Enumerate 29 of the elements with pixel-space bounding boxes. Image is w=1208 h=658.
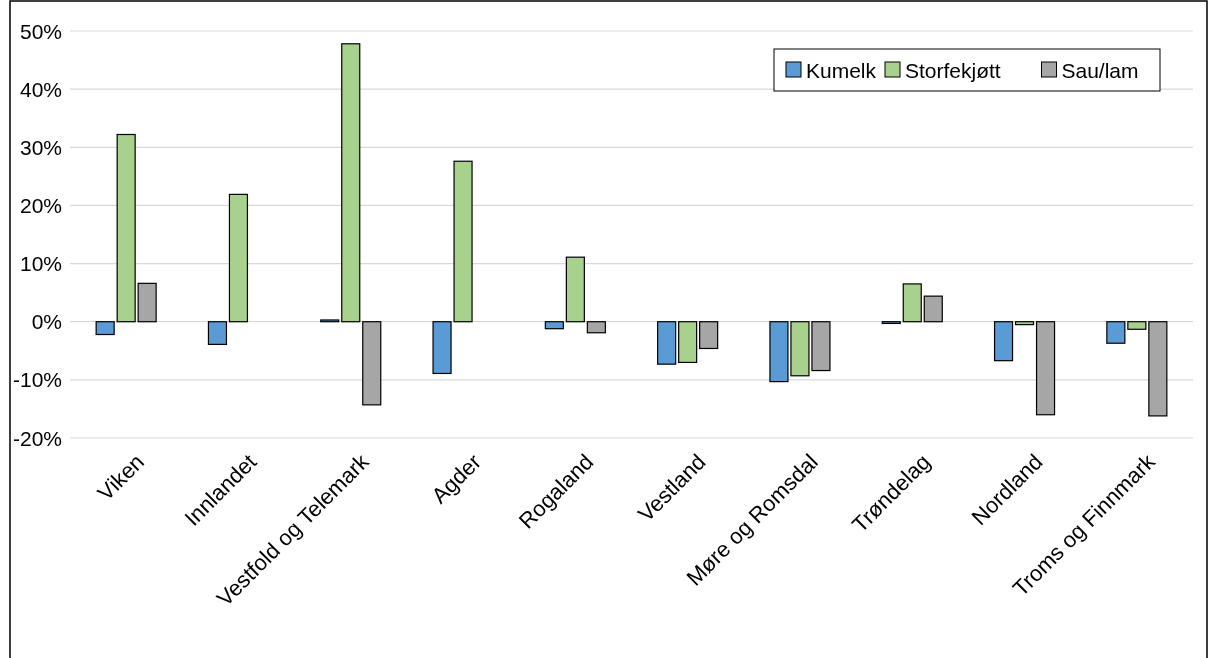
legend-label: Storfekjøtt [905, 58, 1001, 82]
y-tick-label: 50% [19, 19, 62, 43]
bar [228, 193, 249, 323]
bar [1014, 321, 1035, 326]
bar [657, 321, 677, 365]
bar [586, 321, 606, 334]
bar [137, 282, 157, 323]
y-tick-label: 20% [19, 193, 62, 217]
y-tick-label: 0% [31, 310, 62, 334]
bar [902, 283, 922, 323]
bar [1035, 321, 1056, 416]
y-tick-label: 30% [19, 135, 62, 159]
bar [544, 321, 564, 330]
bar [993, 321, 1014, 362]
bar [565, 256, 585, 323]
y-tick-label: -10% [12, 368, 62, 392]
bar [207, 321, 228, 345]
bar [678, 321, 698, 364]
bar [116, 133, 136, 323]
y-tick-label: -20% [12, 426, 62, 450]
bar [699, 321, 719, 350]
y-tick-label: 40% [19, 77, 62, 101]
legend-label: Kumelk [806, 58, 877, 82]
bar [362, 321, 382, 406]
bar [341, 43, 361, 323]
y-tick-label: 10% [19, 252, 62, 276]
bar [95, 321, 115, 336]
legend-label: Sau/lam [1061, 58, 1139, 82]
bar [923, 295, 943, 323]
